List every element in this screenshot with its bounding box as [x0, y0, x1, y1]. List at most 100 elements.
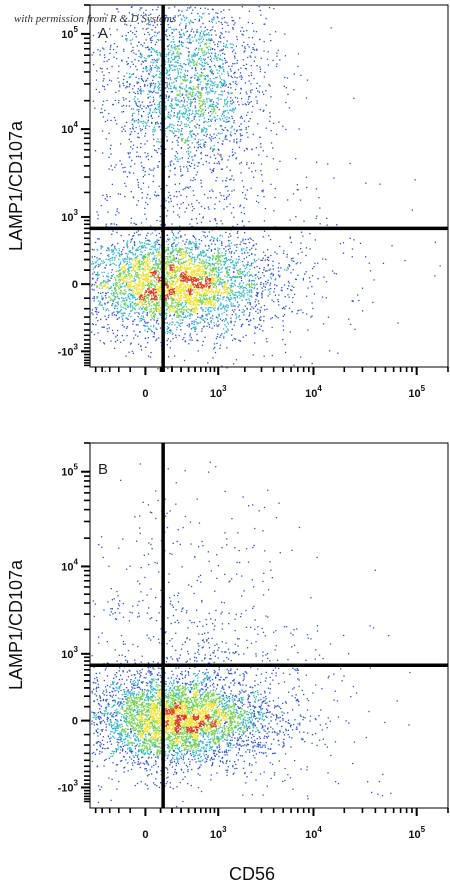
- event-dot: [248, 299, 251, 301]
- event-dot: [121, 283, 123, 285]
- event-dot: [200, 282, 202, 284]
- event-dot: [148, 291, 150, 293]
- event-dot: [92, 297, 94, 300]
- event-dot: [97, 300, 100, 302]
- event-dot: [217, 307, 219, 309]
- event-dot: [152, 75, 154, 77]
- event-dot: [172, 263, 175, 265]
- event-dot: [143, 273, 145, 275]
- event-dot: [172, 283, 174, 285]
- event-dot: [182, 240, 184, 242]
- event-dot: [193, 286, 195, 288]
- event-dot: [150, 114, 152, 117]
- event-dot: [112, 332, 114, 334]
- event-dot: [144, 307, 146, 310]
- event-dot: [205, 273, 207, 275]
- event-dot: [175, 289, 177, 292]
- event-dot: [239, 72, 242, 74]
- event-dot: [192, 304, 195, 307]
- event-dot: [193, 280, 195, 282]
- event-dot: [225, 330, 227, 332]
- event-dot: [177, 116, 179, 118]
- event-dot: [194, 94, 196, 96]
- event-dot: [213, 18, 215, 20]
- event-dot: [210, 280, 212, 283]
- event-dot: [185, 111, 187, 113]
- event-dot: [147, 152, 149, 155]
- event-dot: [177, 70, 179, 72]
- event-dot: [226, 287, 229, 289]
- event-dot: [166, 339, 168, 342]
- event-dot: [216, 299, 218, 301]
- event-dot: [144, 256, 147, 258]
- event-dot: [213, 145, 215, 147]
- event-dot: [125, 303, 127, 305]
- event-dot: [160, 296, 162, 298]
- event-dot: [188, 7, 191, 9]
- event-dot: [230, 291, 233, 294]
- event-dot: [125, 283, 128, 285]
- event-dot: [232, 291, 234, 293]
- event-dot: [175, 271, 177, 274]
- event-dot: [202, 34, 205, 36]
- event-dot: [148, 253, 150, 255]
- event-dot: [224, 57, 226, 60]
- event-dot: [219, 75, 221, 77]
- event-dot: [210, 317, 212, 319]
- event-dot: [122, 249, 124, 251]
- event-dot: [222, 306, 225, 308]
- event-dot: [123, 293, 125, 295]
- event-dot: [274, 31, 277, 33]
- event-dot: [170, 253, 172, 256]
- event-dot: [188, 276, 190, 278]
- event-dot: [164, 130, 167, 132]
- event-dot: [147, 121, 149, 123]
- event-dot: [164, 251, 166, 253]
- event-dot: [159, 87, 161, 89]
- event-dot: [299, 262, 302, 264]
- event-dot: [176, 298, 178, 301]
- event-dot: [124, 269, 126, 271]
- event-dot: [181, 277, 183, 279]
- event-dot: [144, 309, 146, 311]
- event-dot: [149, 262, 151, 264]
- event-dot: [200, 100, 202, 102]
- event-dot: [144, 135, 146, 137]
- event-dot: [269, 293, 271, 295]
- event-dot: [189, 333, 191, 335]
- event-dot: [211, 288, 213, 290]
- event-dot: [146, 294, 148, 297]
- event-dot: [146, 262, 148, 264]
- event-dot: [160, 244, 162, 246]
- event-dot: [261, 293, 263, 295]
- event-dot: [129, 306, 132, 308]
- event-dot: [169, 255, 171, 258]
- event-dot: [197, 322, 199, 324]
- event-dot: [138, 312, 140, 314]
- event-dot: [148, 305, 150, 307]
- event-dot: [232, 107, 234, 110]
- event-dot: [108, 58, 110, 61]
- event-dot: [225, 98, 227, 100]
- event-dot: [155, 234, 158, 236]
- event-dot: [241, 249, 243, 251]
- event-dot: [130, 240, 132, 242]
- event-dot: [204, 317, 206, 320]
- event-dot: [137, 272, 139, 274]
- event-dot: [107, 323, 109, 326]
- event-dot: [209, 302, 212, 304]
- event-dot: [157, 54, 159, 56]
- event-dot: [116, 274, 118, 277]
- event-dot: [244, 268, 246, 270]
- event-dot: [248, 320, 250, 323]
- event-dot: [132, 269, 134, 271]
- event-dot: [226, 40, 228, 42]
- event-dot: [109, 299, 111, 302]
- event-dot: [251, 284, 253, 286]
- event-dot: [205, 300, 207, 302]
- event-dot: [209, 301, 211, 304]
- event-dot: [209, 256, 211, 258]
- event-dot: [220, 49, 222, 51]
- event-dot: [215, 83, 217, 86]
- event-dot: [194, 256, 196, 259]
